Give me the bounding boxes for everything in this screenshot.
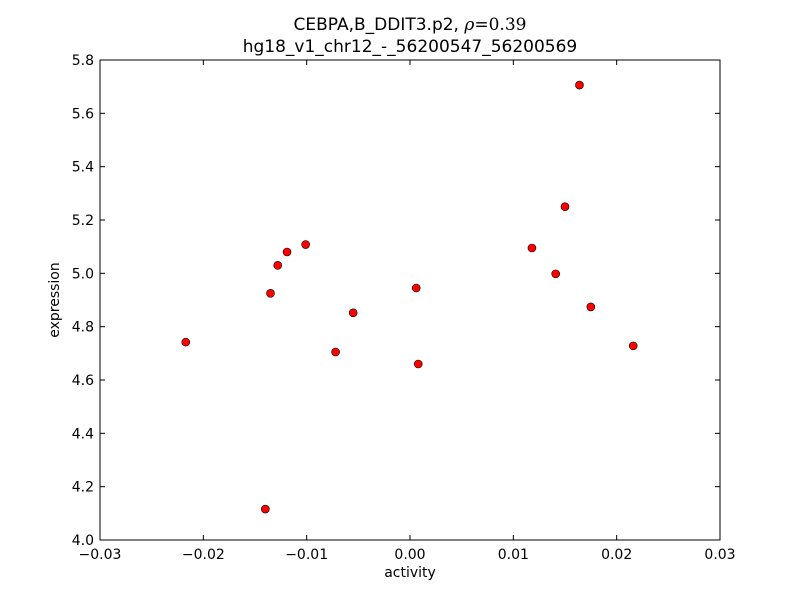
data-point bbox=[411, 283, 421, 293]
y-tick-label: 4.6 bbox=[72, 373, 94, 389]
y-tick-label: 5.6 bbox=[72, 106, 94, 122]
x-tick-label: 0.02 bbox=[601, 547, 632, 563]
y-tick-label: 5.2 bbox=[72, 213, 94, 229]
chart-title-rho-symbol: ρ bbox=[463, 15, 474, 35]
data-point bbox=[628, 341, 638, 351]
data-point bbox=[560, 202, 570, 211]
x-tick-label: 0.01 bbox=[498, 547, 529, 563]
data-point bbox=[181, 337, 191, 347]
chart-title-rho-value: =0.39 bbox=[474, 15, 526, 35]
x-tick-label: −0.03 bbox=[79, 547, 122, 563]
y-tick-label: 5.8 bbox=[72, 53, 94, 69]
data-point bbox=[266, 289, 275, 298]
chart-subtitle: hg18_v1_chr12_-_56200547_56200569 bbox=[243, 37, 578, 57]
data-point bbox=[575, 80, 584, 90]
data-point bbox=[527, 243, 537, 253]
data-point bbox=[273, 261, 283, 270]
x-tick-label: 0.00 bbox=[394, 547, 425, 563]
data-point bbox=[413, 359, 423, 369]
chart-title: CEBPA,B_DDIT3.p2, ρ=0.39 bbox=[294, 15, 527, 35]
y-tick-label: 5.0 bbox=[72, 266, 94, 282]
data-point bbox=[282, 247, 292, 257]
y-tick-label: 5.4 bbox=[72, 160, 94, 176]
y-tick-label: 4.2 bbox=[72, 480, 94, 496]
points-layer bbox=[181, 80, 638, 514]
chart-title-prefix: CEBPA,B_DDIT3.p2, bbox=[294, 15, 465, 35]
x-axis-label: activity bbox=[384, 565, 436, 581]
ticks-layer: −0.03 −0.02 −0.01 0.00 0.01 0.02 0.03 4.0 4.2 4.4… bbox=[72, 53, 736, 563]
x-tick-label: −0.01 bbox=[285, 547, 328, 563]
data-point bbox=[301, 240, 310, 249]
y-tick-label: 4.8 bbox=[72, 320, 94, 336]
x-tick-label: −0.02 bbox=[182, 547, 225, 563]
x-tick-label: 0.03 bbox=[704, 547, 735, 563]
y-tick-label: 4.0 bbox=[72, 533, 94, 549]
data-point bbox=[331, 347, 340, 357]
y-axis-label: expression bbox=[47, 262, 63, 338]
data-point bbox=[348, 308, 358, 318]
y-tick-label: 4.4 bbox=[72, 426, 94, 442]
data-point bbox=[586, 302, 596, 312]
data-point bbox=[551, 269, 561, 279]
data-point bbox=[261, 504, 270, 514]
